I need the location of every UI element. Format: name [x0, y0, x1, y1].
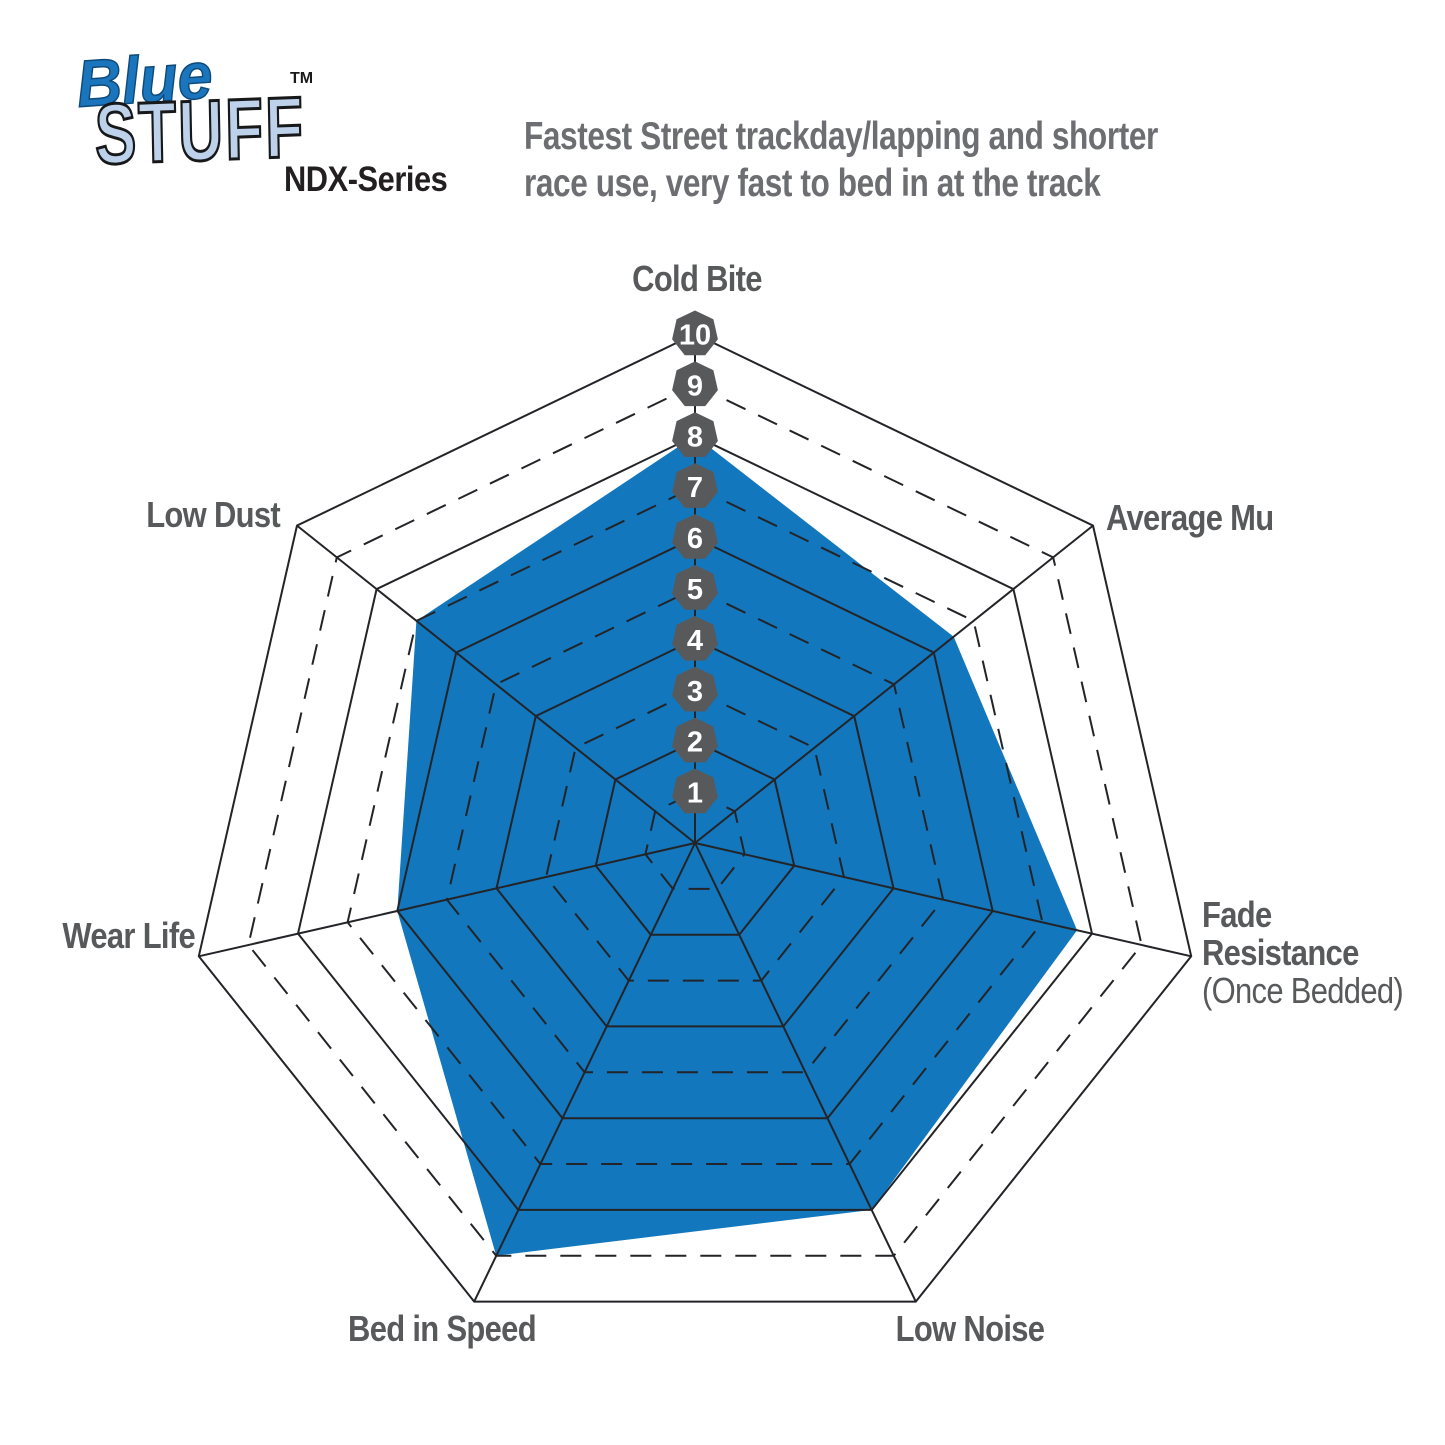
- axis-label-bed-in-speed: Bed in Speed: [348, 1308, 537, 1349]
- description-line-1: Fastest Street trackday/lapping and shor…: [524, 115, 1158, 158]
- scale-badge-4: [672, 615, 718, 661]
- axis-label-cold-bite: Cold Bite: [632, 258, 762, 299]
- scale-badge-label-10: 10: [679, 320, 711, 352]
- axis-label-fade-resistance: Fade Resistance (Once Bedded): [1202, 894, 1404, 1011]
- axis-label-low-dust: Low Dust: [146, 494, 280, 535]
- scale-badge-5: [672, 565, 718, 610]
- axis-spoke-average-mu: [694, 524, 1094, 844]
- grid-ring-3: [545, 689, 845, 982]
- grid-ring-1: [644, 790, 746, 890]
- grid-ring-5: [445, 587, 945, 1074]
- trademark-symbol: TM: [290, 70, 314, 87]
- scale-badge-7: [672, 463, 718, 508]
- scale-badge-label-5: 5: [687, 574, 703, 606]
- grid-ring-6: [396, 536, 994, 1120]
- grid-ring-2: [594, 740, 796, 936]
- grid-ring-7: [346, 485, 1044, 1165]
- scale-badge-6: [672, 514, 718, 559]
- axis-spoke-low-dust: [296, 524, 696, 844]
- scale-badge-10: [672, 310, 718, 356]
- scale-badge-8: [672, 412, 718, 457]
- axis-spoke-bed-in-speed: [473, 842, 696, 1303]
- scale-badge-3: [672, 666, 718, 712]
- axis-spoke-fade-resistance: [694, 842, 1192, 958]
- scale-badge-label-2: 2: [687, 727, 703, 759]
- scale-badge-1: [672, 768, 718, 814]
- axis-spoke-wear-life: [198, 842, 696, 958]
- grid-ring-4: [495, 638, 895, 1028]
- scale-badge-2: [672, 717, 718, 763]
- scale-badge-label-9: 9: [687, 370, 703, 402]
- axis-spoke-low-noise: [694, 842, 917, 1303]
- scale-badge-label-7: 7: [687, 472, 703, 504]
- scale-badge-label-4: 4: [687, 625, 703, 657]
- grid-ring-10: [197, 332, 1193, 1303]
- axis-label-low-noise: Low Noise: [895, 1308, 1045, 1349]
- axis-label-fade-main: Fade Resistance: [1202, 894, 1359, 973]
- scale-badge-label-3: 3: [687, 676, 703, 708]
- series-name: NDX-Series: [284, 160, 448, 199]
- grid-ring-8: [296, 434, 1094, 1211]
- scale-badge-9: [672, 361, 718, 407]
- bluestuff-logo: Blue TM STUFF NDX-Series: [68, 37, 508, 220]
- axis-label-wear-life: Wear Life: [62, 915, 195, 956]
- grid-ring-9: [247, 383, 1143, 1257]
- axis-label-fade-sub: (Once Bedded): [1202, 969, 1404, 1011]
- scale-badge-label-8: 8: [687, 421, 703, 453]
- scale-badge-label-1: 1: [687, 778, 703, 810]
- scale-badge-label-6: 6: [687, 523, 703, 555]
- axis-label-average-mu: Average Mu: [1106, 497, 1274, 538]
- chart-description: Fastest Street trackday/lapping and shor…: [524, 114, 1158, 208]
- description-line-2: race use, very fast to bed in at the tra…: [524, 161, 1101, 205]
